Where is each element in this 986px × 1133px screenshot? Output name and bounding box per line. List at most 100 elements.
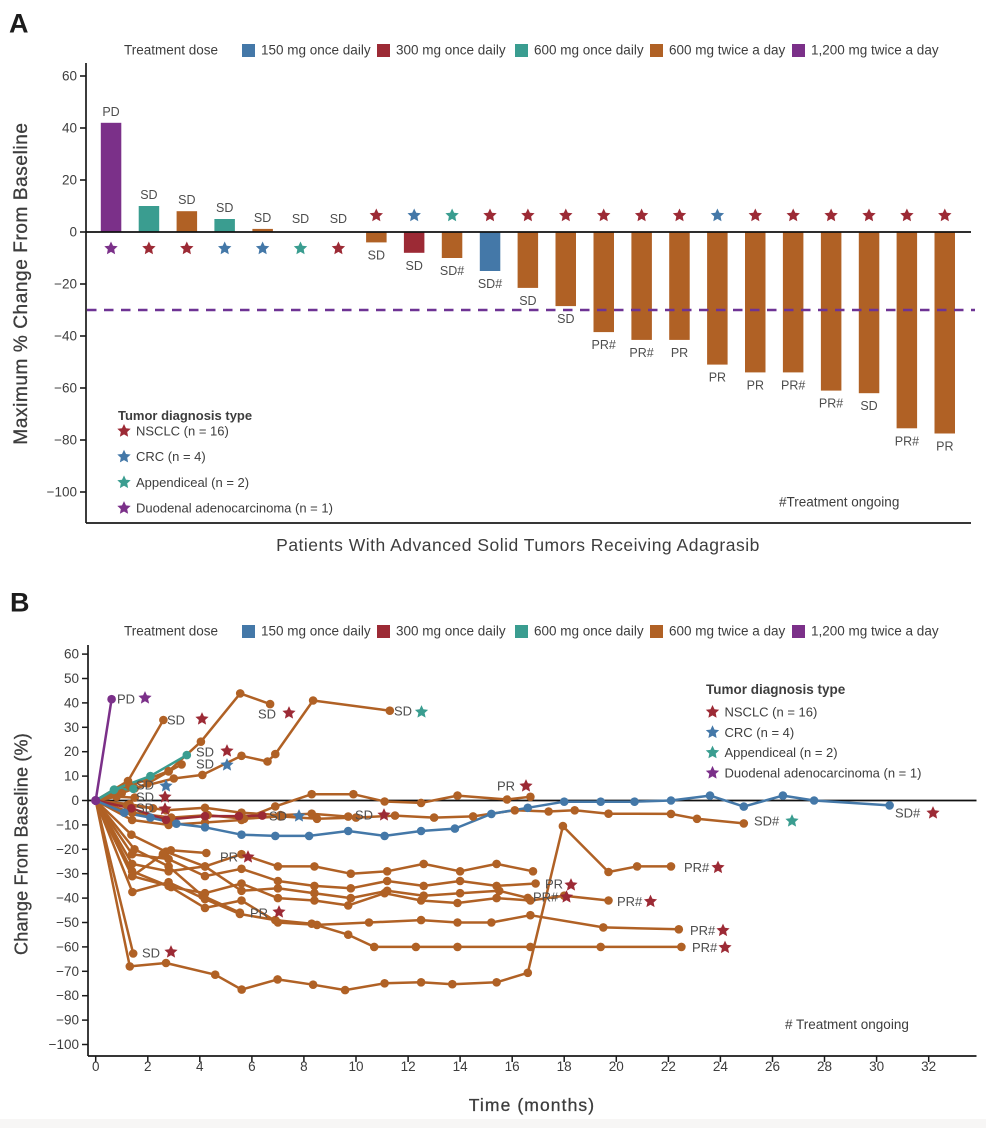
svg-text:14: 14 xyxy=(453,1059,469,1074)
svg-text:PR#: PR# xyxy=(629,346,653,360)
svg-text:600 mg twice a day: 600 mg twice a day xyxy=(669,624,786,639)
svg-text:PR#: PR# xyxy=(895,434,919,448)
svg-text:PR: PR xyxy=(220,850,238,865)
svg-text:600 mg twice a day: 600 mg twice a day xyxy=(669,43,786,58)
svg-text:SD: SD xyxy=(167,713,185,728)
svg-text:16: 16 xyxy=(505,1059,520,1074)
svg-text:SD: SD xyxy=(140,188,157,202)
svg-text:−40: −40 xyxy=(56,891,79,906)
svg-text:−50: −50 xyxy=(56,915,79,930)
svg-text:PR: PR xyxy=(709,371,726,385)
svg-text:Treatment dose: Treatment dose xyxy=(124,624,218,639)
svg-text:A: A xyxy=(9,9,29,39)
svg-text:SD: SD xyxy=(330,212,347,226)
svg-text:−90: −90 xyxy=(56,1013,79,1028)
svg-text:20: 20 xyxy=(64,744,79,759)
svg-text:SD: SD xyxy=(178,193,195,207)
svg-text:8: 8 xyxy=(300,1059,308,1074)
svg-text:CRC (n = 4): CRC (n = 4) xyxy=(725,725,795,740)
svg-text:#Treatment ongoing: #Treatment ongoing xyxy=(779,495,899,510)
svg-text:−100: −100 xyxy=(47,485,77,500)
svg-text:Duodenal adenocarcinoma (n = 1: Duodenal adenocarcinoma (n = 1) xyxy=(725,765,922,780)
svg-text:PR: PR xyxy=(747,378,764,392)
svg-text:SD: SD xyxy=(557,312,574,326)
svg-text:SD: SD xyxy=(269,809,287,824)
svg-text:26: 26 xyxy=(765,1059,780,1074)
svg-text:SD: SD xyxy=(258,707,276,722)
svg-text:SD: SD xyxy=(519,294,536,308)
svg-text:SD: SD xyxy=(292,212,309,226)
svg-text:0: 0 xyxy=(69,225,77,240)
svg-text:SD: SD xyxy=(216,201,233,215)
svg-text:−40: −40 xyxy=(54,329,77,344)
svg-text:300 mg once daily: 300 mg once daily xyxy=(396,43,506,58)
svg-text:SD#: SD# xyxy=(895,806,921,821)
svg-text:SD: SD xyxy=(355,808,373,823)
svg-text:20: 20 xyxy=(62,173,77,188)
svg-text:SD: SD xyxy=(254,211,271,225)
svg-text:NSCLC (n = 16): NSCLC (n = 16) xyxy=(136,424,229,439)
svg-text:SD#: SD# xyxy=(440,264,464,278)
svg-text:PR: PR xyxy=(250,906,268,921)
svg-text:Duodenal adenocarcinoma (n = 1: Duodenal adenocarcinoma (n = 1) xyxy=(136,501,333,516)
svg-text:28: 28 xyxy=(817,1059,832,1074)
svg-text:10: 10 xyxy=(348,1059,363,1074)
svg-text:SD: SD xyxy=(136,801,154,816)
svg-text:PR: PR xyxy=(545,877,563,892)
svg-text:PD: PD xyxy=(117,692,135,707)
svg-text:40: 40 xyxy=(62,121,77,136)
svg-text:300 mg once daily: 300 mg once daily xyxy=(396,624,506,639)
svg-text:PR#: PR# xyxy=(781,378,805,392)
svg-text:SD: SD xyxy=(196,757,214,772)
svg-text:SD: SD xyxy=(136,790,154,805)
svg-text:SD: SD xyxy=(860,399,877,413)
svg-text:30: 30 xyxy=(64,720,79,735)
svg-text:22: 22 xyxy=(661,1059,676,1074)
svg-text:PR#: PR# xyxy=(533,890,559,905)
svg-text:PR: PR xyxy=(497,779,515,794)
svg-text:−10: −10 xyxy=(56,817,79,832)
svg-text:Tumor diagnosis type: Tumor diagnosis type xyxy=(118,408,252,423)
svg-text:PR: PR xyxy=(671,346,688,360)
svg-text:40: 40 xyxy=(64,695,79,710)
svg-text:SD: SD xyxy=(394,704,412,719)
svg-text:Patients With Advanced Solid T: Patients With Advanced Solid Tumors Rece… xyxy=(276,535,760,555)
svg-text:−20: −20 xyxy=(56,842,79,857)
svg-text:−80: −80 xyxy=(56,988,79,1003)
svg-text:150 mg once daily: 150 mg once daily xyxy=(261,43,371,58)
svg-text:B: B xyxy=(10,588,30,618)
svg-text:CRC (n = 4): CRC (n = 4) xyxy=(136,449,206,464)
svg-text:PR#: PR# xyxy=(690,923,716,938)
svg-text:−60: −60 xyxy=(56,939,79,954)
svg-text:# Treatment ongoing: # Treatment ongoing xyxy=(785,1017,909,1032)
svg-text:150 mg once daily: 150 mg once daily xyxy=(261,624,371,639)
svg-text:4: 4 xyxy=(196,1059,204,1074)
svg-text:SD: SD xyxy=(406,259,423,273)
svg-text:600 mg once daily: 600 mg once daily xyxy=(534,624,644,639)
svg-text:SD: SD xyxy=(368,248,385,262)
svg-text:PR#: PR# xyxy=(592,338,616,352)
svg-text:6: 6 xyxy=(248,1059,256,1074)
svg-text:SD#: SD# xyxy=(754,814,780,829)
svg-text:Tumor diagnosis type: Tumor diagnosis type xyxy=(706,682,846,697)
svg-text:600 mg once daily: 600 mg once daily xyxy=(534,43,644,58)
svg-text:Maximum % Change From Baseline: Maximum % Change From Baseline xyxy=(11,122,32,444)
svg-text:−30: −30 xyxy=(56,866,79,881)
svg-text:60: 60 xyxy=(62,69,77,84)
svg-text:PR#: PR# xyxy=(692,940,718,955)
svg-text:SD#: SD# xyxy=(478,277,502,291)
svg-text:PR#: PR# xyxy=(684,860,710,875)
svg-text:−60: −60 xyxy=(54,381,77,396)
svg-text:2: 2 xyxy=(144,1059,152,1074)
svg-text:0: 0 xyxy=(71,793,79,808)
svg-text:0: 0 xyxy=(92,1059,100,1074)
svg-text:PD: PD xyxy=(102,105,119,119)
svg-text:24: 24 xyxy=(713,1059,729,1074)
svg-text:Time (months): Time (months) xyxy=(469,1095,595,1115)
svg-text:50: 50 xyxy=(64,671,79,686)
svg-text:18: 18 xyxy=(557,1059,572,1074)
svg-text:Treatment dose: Treatment dose xyxy=(124,43,218,58)
svg-text:PR#: PR# xyxy=(617,894,643,909)
svg-text:NSCLC (n = 16): NSCLC (n = 16) xyxy=(725,705,818,720)
svg-text:1,200 mg twice a day: 1,200 mg twice a day xyxy=(811,43,939,58)
